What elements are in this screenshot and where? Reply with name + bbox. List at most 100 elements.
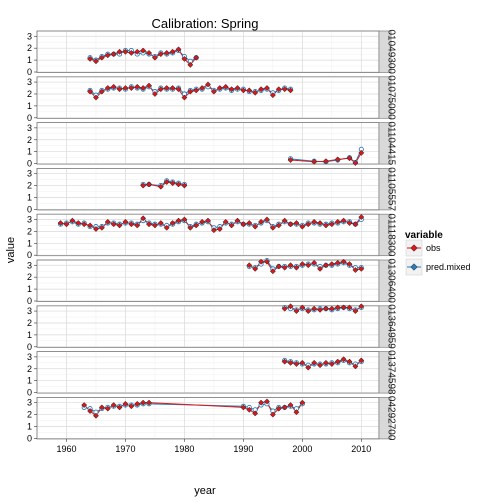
data-point-obs xyxy=(128,85,135,91)
data-point-obs xyxy=(352,363,359,370)
data-point-obs xyxy=(175,86,182,93)
panel-04292700: 0 12 3 04292700 xyxy=(27,396,397,444)
data-point-obs xyxy=(299,304,306,311)
data-point-obs xyxy=(187,224,194,231)
data-point-obs xyxy=(299,359,306,366)
data-point-obs xyxy=(346,358,353,365)
legend-label: pred.mixed xyxy=(426,262,471,272)
data-point-obs xyxy=(110,402,117,409)
data-point-obs xyxy=(240,404,247,411)
data-point-obs xyxy=(205,81,211,88)
data-point-obs xyxy=(122,218,129,225)
data-point-obs xyxy=(346,220,353,226)
x-tick-label: 1980 xyxy=(174,444,194,454)
data-point-obs xyxy=(252,410,259,417)
y-tick-label: 2 xyxy=(27,135,32,145)
data-point-obs xyxy=(146,181,152,188)
legend-entry-obs: obs xyxy=(405,239,441,257)
panel-01374598: 0 1 2 3 01374598 xyxy=(27,350,397,398)
data-point-obs xyxy=(269,92,276,99)
x-tick-label: 1970 xyxy=(115,444,135,454)
data-point-obs xyxy=(140,215,147,222)
data-point-obs xyxy=(222,218,229,225)
y-tick-label: 1 xyxy=(27,147,32,157)
data-point-obs xyxy=(305,221,312,228)
data-point-obs xyxy=(264,258,270,265)
data-point-obs xyxy=(252,89,259,96)
y-tick-label: 2 xyxy=(27,226,32,236)
y-tick-label: 2 xyxy=(27,364,32,374)
y-tick-label: 3 xyxy=(27,214,32,224)
data-point-obs xyxy=(287,87,294,94)
data-point-obs xyxy=(299,261,306,268)
data-point-obs xyxy=(157,86,164,93)
data-point-obs xyxy=(281,404,288,411)
data-point-obs xyxy=(287,221,294,228)
strip-label: 01104415 xyxy=(386,121,397,165)
data-point-obs xyxy=(334,358,341,365)
data-point-obs xyxy=(340,217,347,224)
data-point-obs xyxy=(122,85,129,91)
data-point-obs xyxy=(264,85,270,91)
panel-background xyxy=(36,397,380,440)
data-point-obs xyxy=(334,218,341,225)
data-point-obs xyxy=(210,88,217,95)
y-tick-label: 3 xyxy=(27,31,32,41)
strip-background xyxy=(378,76,392,119)
y-tick-label: 3 xyxy=(27,169,32,179)
data-point-obs xyxy=(134,48,141,55)
data-point-obs xyxy=(281,358,288,365)
data-point-obs xyxy=(234,217,241,224)
y-tick-label: 3 xyxy=(27,260,32,270)
data-point-obs xyxy=(187,61,194,68)
data-point-obs xyxy=(110,221,117,228)
data-point-obs xyxy=(199,218,206,225)
data-point-obs xyxy=(104,218,111,225)
data-point-obs xyxy=(293,361,300,367)
data-point-obs xyxy=(258,399,265,406)
data-point-obs xyxy=(93,226,99,232)
strip-background xyxy=(378,122,392,165)
data-point-obs xyxy=(281,86,288,93)
strip-label: 01105557 xyxy=(386,167,397,211)
data-point-obs xyxy=(193,222,200,229)
data-point-obs xyxy=(334,259,341,266)
data-point-obs xyxy=(281,217,288,224)
y-tick-label: 1 xyxy=(27,55,32,65)
data-point-obs xyxy=(87,88,94,95)
x-tick-label: 1990 xyxy=(233,444,253,454)
data-point-obs xyxy=(169,180,176,187)
data-point-obs xyxy=(287,262,294,269)
data-point-obs xyxy=(240,221,247,228)
y-tick-label: 0 xyxy=(27,296,32,306)
y-tick-label: 1 xyxy=(27,376,32,386)
legend-entry-pred-mixed: pred.mixed xyxy=(405,258,471,276)
data-point-obs xyxy=(340,258,347,265)
data-point-obs xyxy=(128,403,135,410)
data-point-obs xyxy=(163,224,170,231)
data-point-obs xyxy=(134,400,141,407)
data-point-obs xyxy=(116,48,123,55)
data-point-obs xyxy=(57,220,64,226)
y-tick-label: 3 xyxy=(27,77,32,87)
data-point-obs xyxy=(358,214,365,221)
panel-background xyxy=(36,122,380,165)
y-tick-label: 0 xyxy=(27,113,32,123)
legend-title: variable xyxy=(405,230,443,241)
panel-background xyxy=(36,30,380,73)
data-point-obs xyxy=(205,217,211,224)
panel-01104415: 0 1 2 3 01104415 xyxy=(27,121,397,168)
y-tick-label: 0 xyxy=(27,433,32,443)
x-axis: 1960 1970 1980 1990 2000 2010 xyxy=(56,438,371,454)
data-point-obs xyxy=(328,261,335,268)
data-point-obs xyxy=(175,46,182,53)
data-point-obs xyxy=(69,217,76,224)
data-point-obs xyxy=(269,411,276,418)
strip-label: 01374598 xyxy=(386,350,397,395)
data-point-obs xyxy=(234,85,241,91)
data-point-obs xyxy=(240,87,247,94)
data-point-obs xyxy=(264,216,270,223)
data-point-obs xyxy=(228,222,235,229)
strip-background xyxy=(378,305,392,348)
